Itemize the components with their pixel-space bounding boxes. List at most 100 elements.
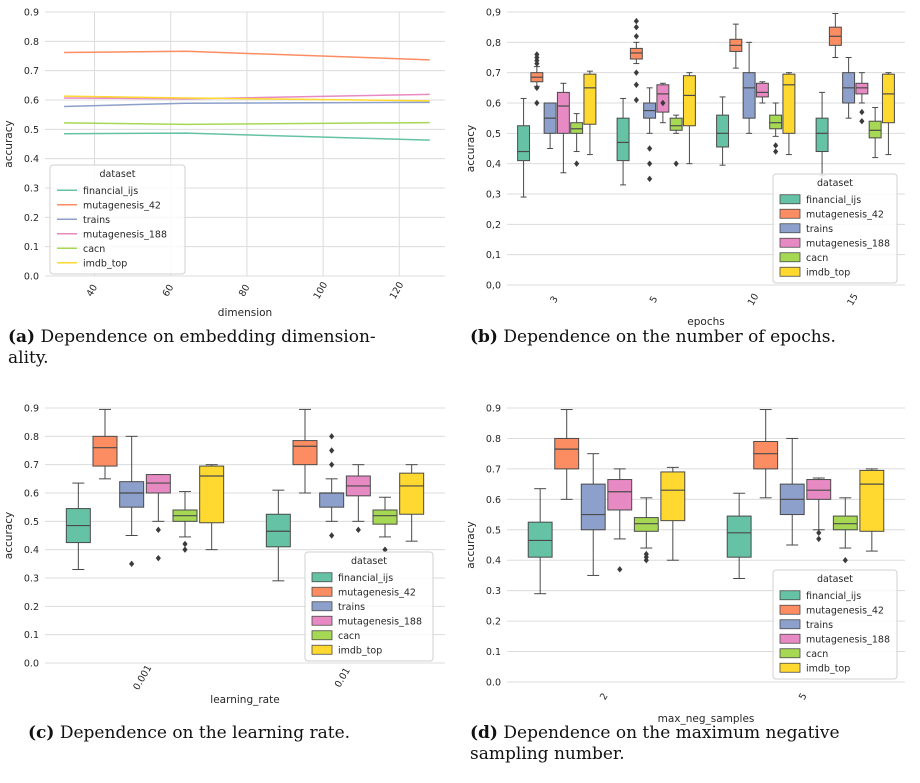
- x-axis-label: learning_rate: [210, 694, 279, 706]
- box-mutagenesis_188: [806, 479, 832, 500]
- legend-label-trains: trains: [338, 602, 365, 613]
- y-tick-label: 0,3: [486, 190, 501, 201]
- x-tick-label: 15: [845, 292, 861, 308]
- legend-label-imdb_top: imdb_top: [806, 663, 850, 674]
- y-tick-label: 0.7: [24, 460, 39, 471]
- legend-swatch-mutagenesis_42: [779, 208, 801, 219]
- y-tick-label: 0,7: [486, 68, 501, 79]
- y-tick-label: 0.9: [24, 404, 39, 415]
- box-mutagenesis_42: [554, 437, 580, 470]
- chart-2: 0.0 0.1 0.2 0.3 0.4 0.5 0.6 0.7 0.8 0.9 accuracy le…: [3, 404, 445, 706]
- legend-swatch-cacn: [311, 630, 333, 641]
- y-tick-label: 0,1: [486, 250, 501, 261]
- box-financial_ijs: [616, 117, 630, 162]
- legend-title: dataset: [100, 169, 136, 180]
- legend-label-mutagenesis_188: mutagenesis_188: [806, 634, 890, 645]
- legend-swatch-imdb_top: [779, 266, 801, 277]
- box-trains: [580, 483, 606, 531]
- legend-label-mutagenesis_42: mutagenesis_42: [338, 587, 416, 598]
- legend-label-cacn: cacn: [338, 631, 360, 642]
- outlier-point: [534, 84, 540, 92]
- legend-swatch-financial_ijs: [311, 572, 333, 583]
- chart-0: 0.0 0.1 0.2 0.3 0.4 0.5 0.6 0.7 0.8 0.9 accuracy di…: [3, 8, 445, 319]
- outlier-point: [673, 160, 679, 167]
- y-tick-label: 0.6: [486, 495, 501, 506]
- legend-swatch-financial_ijs: [779, 194, 801, 205]
- legend-label-mutagenesis_188: mutagenesis_188: [806, 238, 890, 249]
- series-line-cacn: [64, 121, 430, 126]
- box-financial_ijs: [716, 114, 730, 148]
- legend-label-mutagenesis_42: mutagenesis_42: [806, 605, 884, 616]
- x-axis-label: epochs: [687, 316, 724, 328]
- outlier-point: [534, 99, 540, 107]
- legend-title: dataset: [351, 556, 387, 567]
- outlier-point: [647, 160, 653, 167]
- y-tick-label: 0,4: [486, 159, 501, 170]
- y-tick-label: 0.6: [24, 96, 39, 107]
- y-tick-label: 0.4: [24, 545, 39, 556]
- y-tick-label: 0.7: [24, 66, 39, 77]
- caption-c-text: Dependence on the learning rate.: [59, 723, 351, 743]
- x-tick-label: 60: [161, 283, 177, 299]
- box-financial_ijs: [527, 521, 553, 558]
- y-tick-label: 0.3: [24, 184, 39, 195]
- y-tick-label: 0.1: [24, 630, 39, 641]
- legend-swatch-trains: [779, 619, 801, 630]
- y-tick-label: 0.8: [486, 434, 501, 445]
- outlier-point: [816, 529, 822, 537]
- box-cacn: [832, 515, 858, 531]
- y-tick-label: 0.8: [24, 37, 39, 48]
- caption-c: (c) Dependence on the learning rate.: [28, 723, 458, 744]
- box-imdb_top: [583, 73, 597, 125]
- box-mutagenesis_42: [753, 440, 779, 470]
- x-tick-label: 100: [312, 280, 331, 301]
- box-mutagenesis_188: [855, 82, 869, 95]
- series-line-mutagenesis_188: [64, 93, 430, 100]
- series-line-trains: [64, 101, 430, 108]
- legend-swatch-trains: [311, 601, 333, 612]
- y-tick-label: 0,9: [486, 8, 501, 19]
- box-cacn: [769, 114, 783, 130]
- x-axis-label: max_neg_samples: [658, 713, 755, 725]
- legend-label-trains: trains: [806, 620, 833, 631]
- legend-swatch-cacn: [779, 252, 801, 263]
- box-financial_ijs: [517, 125, 531, 162]
- legend-swatch-mutagenesis_188: [311, 615, 333, 626]
- legend-swatch-mutagenesis_188: [779, 633, 801, 644]
- caption-d-text: Dependence on the maximum negative: [503, 723, 840, 743]
- box-mutagenesis_42: [92, 435, 118, 467]
- legend-label-mutagenesis_42: mutagenesis_42: [806, 209, 884, 220]
- outlier-point: [842, 557, 848, 564]
- legend-label-mutagenesis_188: mutagenesis_188: [338, 616, 422, 627]
- x-tick-label: 0.001: [131, 663, 154, 692]
- legend-label-imdb_top: imdb_top: [83, 258, 127, 269]
- outlier-point: [647, 145, 653, 152]
- legend-swatch-imdb_top: [779, 662, 801, 673]
- x-axis-label: dimension: [218, 307, 272, 319]
- outlier-point: [155, 554, 161, 562]
- legend-box: [772, 173, 898, 284]
- x-tick-label: 80: [237, 283, 253, 299]
- y-tick-label: 0.1: [486, 647, 501, 658]
- legend-swatch-financial_ijs: [779, 590, 801, 601]
- outlier-point: [633, 17, 639, 25]
- box-mutagenesis_188: [145, 474, 171, 494]
- box-financial_ijs: [726, 515, 752, 558]
- legend-box: [49, 164, 186, 275]
- box-mutagenesis_188: [556, 91, 570, 134]
- outlier-point: [382, 546, 388, 553]
- y-tick-label: 0.3: [24, 574, 39, 585]
- series-line-mutagenesis_42: [64, 50, 430, 61]
- chart-3: 0.0 0.1 0.2 0.3 0.4 0.5 0.6 0.7 0.8 0.9 accuracy ma…: [465, 404, 905, 725]
- x-tick-label: 40: [85, 283, 101, 299]
- outlier-point: [329, 532, 335, 539]
- x-tick-label: 0.01: [333, 666, 353, 690]
- y-axis-label: accuracy: [3, 120, 15, 167]
- box-trains: [119, 481, 145, 508]
- y-tick-label: 0.0: [24, 272, 39, 283]
- legend-swatch-mutagenesis_42: [311, 586, 333, 597]
- outlier-point: [633, 23, 639, 31]
- x-tick-label: 5: [797, 691, 810, 702]
- y-tick-label: 0.0: [24, 659, 39, 670]
- box-mutagenesis_42: [629, 47, 643, 60]
